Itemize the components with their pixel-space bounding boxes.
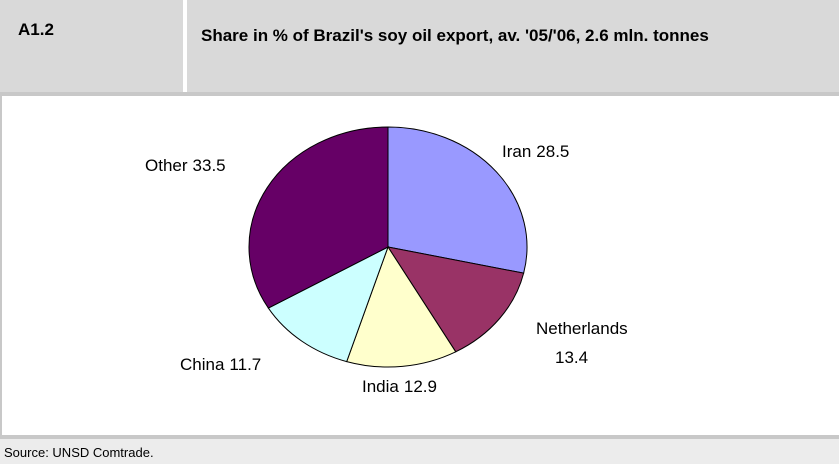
category-label: China xyxy=(180,355,225,374)
header-title: Share in % of Brazil's soy oil export, a… xyxy=(201,26,709,45)
value-label: 12.9 xyxy=(404,377,437,396)
value-label: 33.5 xyxy=(193,156,226,175)
slice-label: Other 33.5 xyxy=(145,156,226,175)
category-label: Netherlands xyxy=(536,319,628,338)
pie-slice xyxy=(267,245,389,363)
value-label: 13.4 xyxy=(555,348,588,367)
category-label: Iran xyxy=(502,142,531,161)
header-label-cell: A1.2 xyxy=(0,0,183,92)
slice-label: China 11.7 xyxy=(180,355,261,374)
header-label: A1.2 xyxy=(18,20,54,39)
slice-label: Netherlands 13.4 xyxy=(536,319,628,367)
pie-slice xyxy=(248,126,389,309)
pie-slice xyxy=(386,246,525,353)
category-label: Other xyxy=(145,156,188,175)
category-label: India xyxy=(362,377,399,396)
pie-slice xyxy=(346,245,457,368)
pie-slice xyxy=(387,126,528,274)
rule xyxy=(0,435,839,439)
rule xyxy=(0,92,839,96)
value-label: 11.7 xyxy=(229,355,261,374)
slice-label: Iran 28.5 xyxy=(502,142,569,161)
header-title-cell: Share in % of Brazil's soy oil export, a… xyxy=(187,0,839,92)
source: Source: UNSD Comtrade. xyxy=(4,445,154,460)
slice-label: India 12.9 xyxy=(362,377,437,396)
source-band: Source: UNSD Comtrade. xyxy=(0,439,839,464)
border xyxy=(0,96,2,435)
value-label: 28.5 xyxy=(536,142,569,161)
